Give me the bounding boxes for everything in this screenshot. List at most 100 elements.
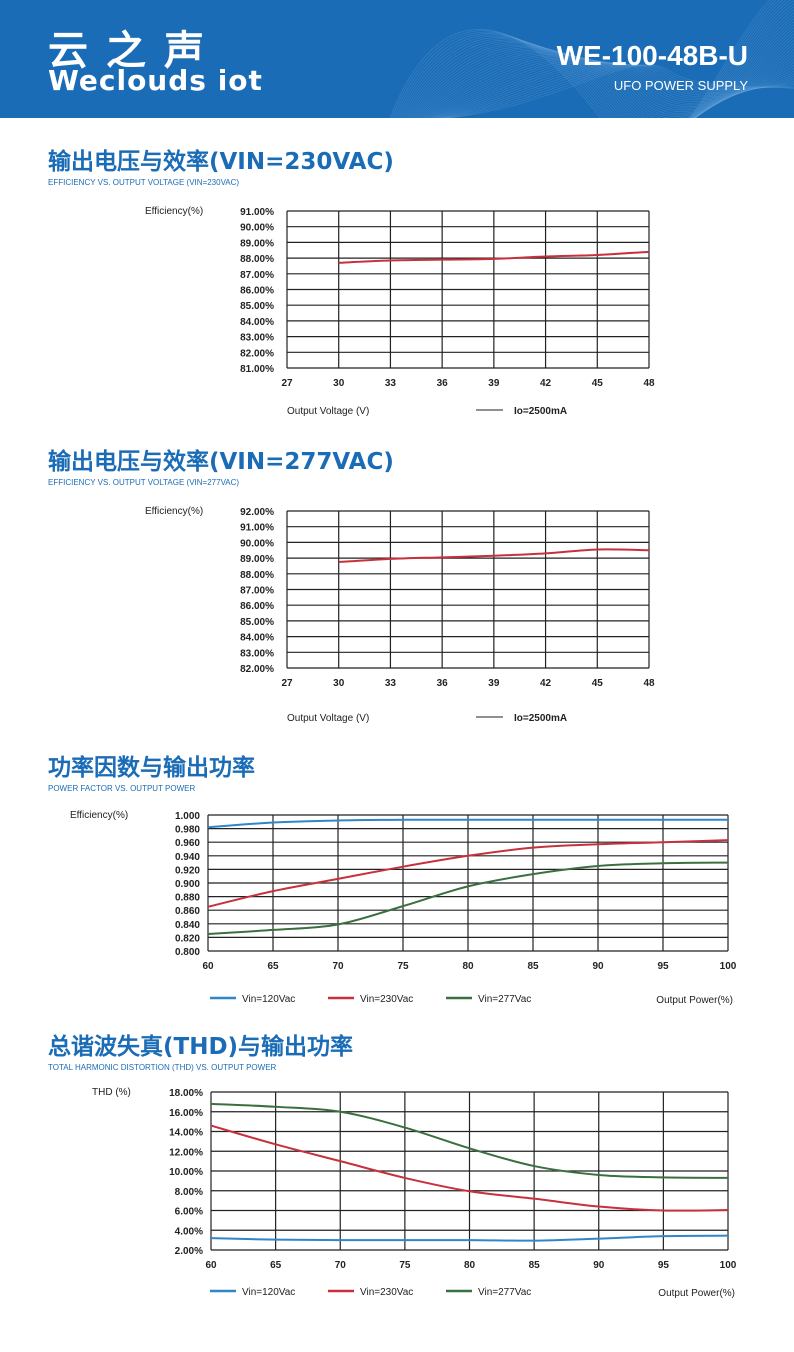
x-tick-label: 45 [592,678,604,689]
chart-2: 92.00% 91.00% 90.00% 89.00% 88.00% 87.00% 86.0… [145,506,655,724]
x-tick-label: 60 [202,961,214,972]
section-title: 总谐波失真(THD)与输出功率 [48,1034,354,1060]
y-tick-label: 0.860 [175,906,200,917]
x-tick-label: 33 [385,378,397,389]
y-tick-label: 16.00% [169,1108,203,1119]
y-tick-label: 0.920 [175,865,200,876]
x-tick-label: 42 [540,378,552,389]
y-tick-label: 83.00% [240,333,274,344]
legend-label: Vin=277Vac [478,1287,531,1298]
x-tick-label: 95 [658,1260,670,1271]
y-tick-label: 14.00% [169,1128,203,1139]
y-tick-label: 88.00% [240,570,274,581]
y-tick-label: 0.820 [175,933,200,944]
x-tick-label: 36 [437,378,449,389]
legend-label: Vin=230Vac [360,1287,413,1298]
x-tick-label: 75 [397,961,409,972]
x-axis-title: Output Power(%) [656,995,733,1006]
x-tick-label: 39 [488,678,500,689]
section-title: 输出电压与效率(VIN=230VAC) [48,149,394,175]
section-subtitle: TOTAL HARMONIC DISTORTION (THD) VS. OUTP… [48,1063,277,1072]
series-line [338,548,650,564]
y-tick-label: 91.00% [240,207,274,218]
y-tick-label: 90.00% [240,538,274,549]
y-tick-label: 6.00% [175,1207,203,1218]
series-line [338,250,650,264]
chart-1: 91.00% 90.00% 89.00% 88.00% 87.00% 86.00% 85.0… [145,206,655,417]
legend-label: Vin=120Vac [242,994,295,1005]
y-tick-label: 0.840 [175,920,200,931]
y-tick-label: 12.00% [169,1147,203,1158]
y-tick-label: 84.00% [240,317,274,328]
y-tick-label: 0.800 [175,947,200,958]
chart-3: 1.000 0.980 0.960 0.940 0.920 0.900 0.880 0.860… [70,810,737,1006]
x-axis-title: Output Power(%) [658,1288,735,1299]
y-tick-label: 89.00% [240,554,274,565]
y-tick-label: 82.00% [240,348,274,359]
y-tick-label: 86.00% [240,601,274,612]
y-tick-label: 18.00% [169,1088,203,1099]
y-axis-label: THD (%) [92,1087,131,1098]
legend-label: Io=2500mA [514,713,567,724]
series-line [207,861,729,935]
y-tick-label: 0.940 [175,852,200,863]
y-tick-label: 0.960 [175,838,200,849]
model-number: WE-100-48B-U [556,40,748,71]
logo-chinese: 云之声 [48,28,222,74]
y-tick-label: 10.00% [169,1167,203,1178]
x-tick-label: 60 [205,1260,217,1271]
legend-label: Vin=230Vac [360,994,413,1005]
legend-label: Io=2500mA [514,406,567,417]
x-tick-label: 39 [488,378,500,389]
series-line [210,1124,729,1212]
x-tick-label: 80 [462,961,474,972]
y-tick-label: 8.00% [175,1187,203,1198]
y-tick-label: 84.00% [240,633,274,644]
y-tick-label: 88.00% [240,254,274,265]
x-tick-label: 95 [657,961,669,972]
legend-label: Vin=277Vac [478,994,531,1005]
y-tick-label: 4.00% [175,1226,203,1237]
x-tick-label: 85 [529,1260,541,1271]
x-axis-title: Output Voltage (V) [287,406,369,417]
x-tick-label: 48 [643,378,655,389]
y-tick-label: 83.00% [240,648,274,659]
x-tick-label: 85 [527,961,539,972]
x-tick-label: 27 [281,378,293,389]
x-tick-label: 80 [464,1260,476,1271]
x-tick-label: 27 [281,678,293,689]
product-subtitle: UFO POWER SUPPLY [613,78,748,93]
chart-4: 18.00% 16.00% 14.00% 12.00% 10.00% 8.00% 6.00%… [92,1087,737,1299]
x-tick-label: 75 [399,1260,411,1271]
y-tick-label: 91.00% [240,523,274,534]
y-tick-label: 82.00% [240,664,274,675]
x-tick-label: 45 [592,378,604,389]
x-tick-label: 100 [720,961,737,972]
series-line [210,1102,729,1179]
x-tick-label: 30 [333,378,345,389]
y-tick-label: 0.980 [175,825,200,836]
x-tick-label: 30 [333,678,345,689]
y-tick-label: 1.000 [175,811,200,822]
y-axis-label: Efficiency(%) [145,206,203,217]
x-tick-label: 42 [540,678,552,689]
logo-english: Weclouds iot [48,64,263,97]
y-tick-label: 85.00% [240,301,274,312]
y-tick-label: 86.00% [240,286,274,297]
section-subtitle: POWER FACTOR VS. OUTPUT POWER [48,784,196,793]
y-axis-label: Efficiency(%) [70,810,128,821]
section-title: 输出电压与效率(VIN=277VAC) [48,449,394,475]
x-tick-label: 100 [720,1260,737,1271]
y-tick-label: 92.00% [240,507,274,518]
section-subtitle: EFFICIENCY VS. OUTPUT VOLTAGE (VIN=277VA… [48,478,240,487]
wave-decoration [389,0,794,118]
header-banner: 云之声 Weclouds iot WE-100-48B-U UFO POWER … [0,0,794,118]
legend-label: Vin=120Vac [242,1287,295,1298]
x-tick-label: 65 [267,961,279,972]
y-tick-label: 89.00% [240,238,274,249]
series-line [207,839,729,908]
x-tick-label: 90 [593,1260,605,1271]
x-tick-label: 90 [592,961,604,972]
y-tick-label: 87.00% [240,586,274,597]
